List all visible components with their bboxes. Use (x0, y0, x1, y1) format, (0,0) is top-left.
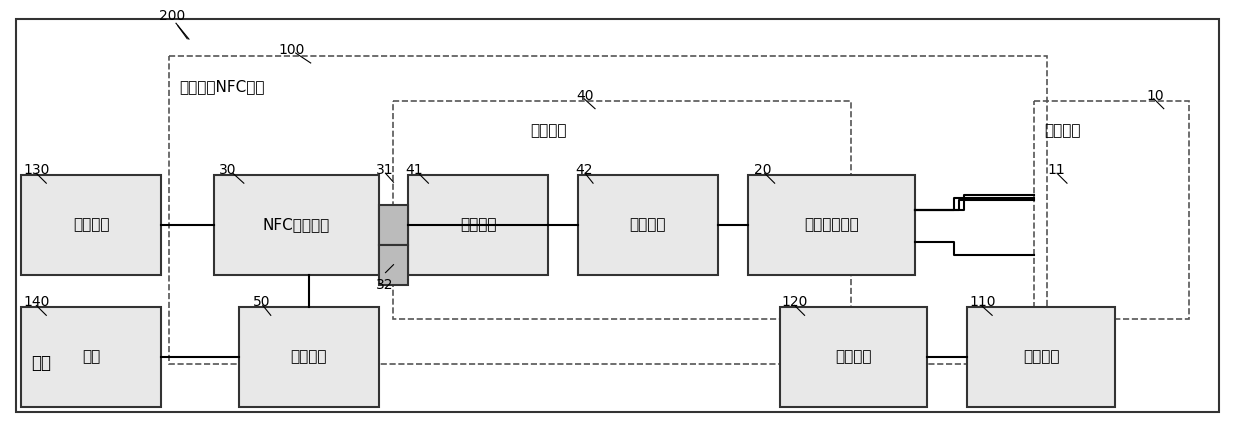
Text: NFC控制单元: NFC控制单元 (263, 217, 330, 232)
Text: 近场通信NFC焵路: 近场通信NFC焵路 (179, 79, 264, 94)
Text: 20: 20 (754, 163, 771, 177)
Bar (169, 56, 1047, 364)
Text: 200: 200 (159, 9, 185, 24)
Text: 无线单元: 无线单元 (836, 350, 872, 365)
Text: 41: 41 (405, 163, 423, 177)
Text: 调制单元: 调制单元 (531, 124, 567, 139)
Bar (21, 175, 161, 275)
Text: 升压单元: 升压单元 (290, 350, 327, 365)
Text: 42: 42 (575, 163, 593, 177)
Text: 电池: 电池 (82, 350, 100, 365)
Bar (967, 307, 1115, 407)
Text: 40: 40 (577, 89, 594, 103)
Bar (578, 175, 718, 275)
Text: 130: 130 (24, 163, 50, 177)
Text: 31: 31 (376, 163, 393, 177)
Text: 终端: 终端 (31, 354, 51, 372)
Bar (239, 307, 378, 407)
Text: 140: 140 (24, 295, 50, 309)
Text: 11: 11 (1047, 163, 1065, 177)
Text: 110: 110 (970, 295, 996, 309)
Bar (1034, 101, 1189, 319)
Text: 120: 120 (781, 295, 808, 309)
Bar (215, 175, 378, 275)
Bar (21, 307, 161, 407)
Bar (748, 175, 915, 275)
Text: 30: 30 (219, 163, 237, 177)
Text: 10: 10 (1147, 89, 1164, 103)
Text: 控制单元: 控制单元 (73, 217, 109, 232)
Text: 锁电端子: 锁电端子 (1044, 124, 1080, 139)
Text: 信号屏蔽单元: 信号屏蔽单元 (805, 217, 859, 232)
Text: 目标天线: 目标天线 (1023, 350, 1059, 365)
Text: 100: 100 (279, 43, 305, 57)
Bar (393, 101, 852, 319)
Bar (408, 175, 548, 275)
Bar (378, 205, 408, 245)
Bar (780, 307, 928, 407)
Text: 巴伦单元: 巴伦单元 (460, 217, 496, 232)
Text: 放大单元: 放大单元 (630, 217, 666, 232)
Bar (378, 245, 408, 285)
Text: 32: 32 (376, 278, 393, 291)
Text: 50: 50 (253, 295, 270, 309)
